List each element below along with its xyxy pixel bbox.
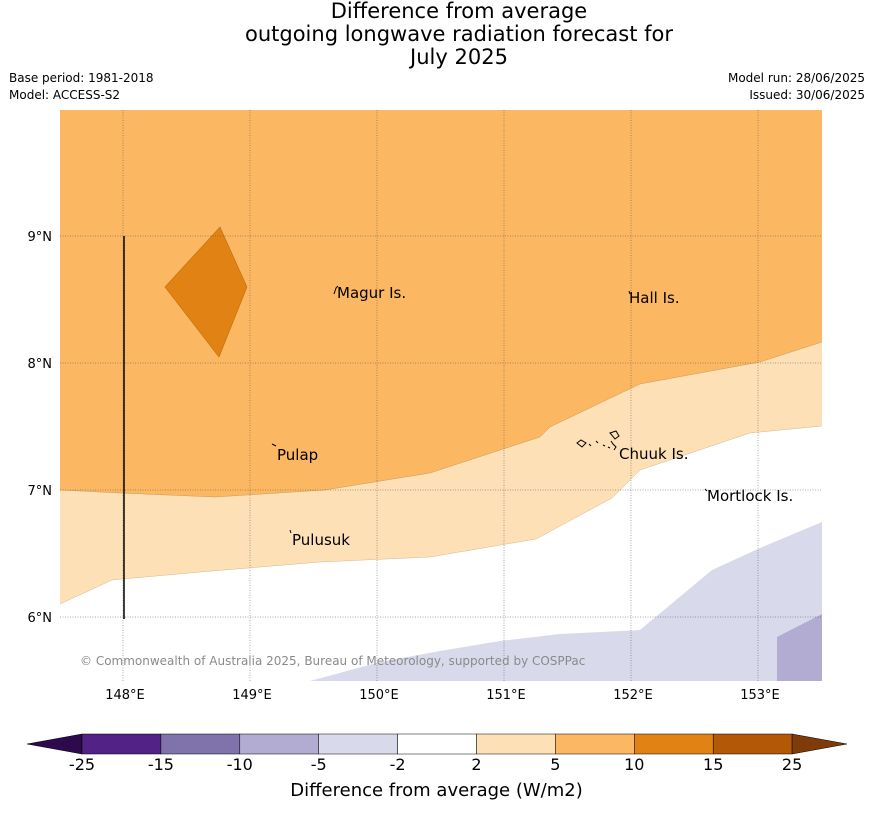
- colorbar-segment: [555, 733, 635, 755]
- lat-tick-label: 6°N: [28, 611, 53, 626]
- place-label-pulap: Pulap: [277, 446, 318, 464]
- contour-line: [60, 425, 822, 605]
- meta-right: Model run: 28/06/2025 Issued: 30/06/2025: [728, 70, 865, 104]
- place-label-hall: Hall Is.: [629, 289, 680, 307]
- colorbar-min-extend: [26, 733, 83, 755]
- lat-tick-label: 9°N: [28, 230, 53, 245]
- colorbar-tick-label: 5: [550, 755, 561, 774]
- colorbar-tick-label: 15: [703, 755, 724, 774]
- pulusuk-island-shape: [289, 529, 292, 534]
- lon-tick-label: 148°E: [105, 688, 145, 703]
- colorbar-tick-label: -10: [226, 755, 253, 774]
- lon-tick-label: 149°E: [232, 688, 272, 703]
- title-line-1: Difference from average: [330, 0, 588, 23]
- anomaly-minus5-minus10-region: [777, 614, 822, 681]
- place-label-magur: Magur Is.: [337, 284, 406, 302]
- lat-tick-label: 7°N: [28, 484, 53, 499]
- colorbar-tick-label: -2: [389, 755, 406, 774]
- lon-tick-label: 153°E: [740, 688, 780, 703]
- place-labels: Magur Is. Hall Is. Pulap Chuuk Is. Mortl…: [277, 284, 793, 549]
- chuuk-island-shape: [576, 430, 620, 451]
- pulap-island-shape: [271, 443, 277, 447]
- place-label-pulusuk: Pulusuk: [292, 531, 350, 549]
- anomaly-minus2-minus5-region: [310, 522, 822, 681]
- colorbar-segment: [318, 733, 398, 755]
- colorbar-segment: [239, 733, 319, 755]
- colorbar-tick-label: -5: [310, 755, 327, 774]
- copyright-text: © Commonwealth of Australia 2025, Bureau…: [80, 654, 585, 668]
- meta-left: Base period: 1981-2018 Model: ACCESS-S2: [9, 70, 154, 104]
- colorbar-segment: [476, 733, 556, 755]
- lon-tick-label: 151°E: [486, 688, 526, 703]
- colorbar-tick-label: 10: [624, 755, 645, 774]
- graticule: [60, 110, 822, 681]
- colorbar: [26, 733, 848, 755]
- mortlock-island-shape: [704, 488, 708, 492]
- map-area: [60, 110, 822, 681]
- anomaly-10-15-region: [164, 226, 248, 358]
- colorbar-segment: [81, 733, 162, 755]
- lat-tick-label: 8°N: [28, 357, 53, 372]
- map-title: Difference from average outgoing longwav…: [0, 0, 873, 69]
- place-label-chuuk: Chuuk Is.: [619, 445, 688, 463]
- base-period-text: Base period: 1981-2018: [9, 71, 154, 85]
- colorbar-tick-label: -15: [147, 755, 174, 774]
- colorbar-tick-label: -25: [68, 755, 96, 774]
- hall-island-shape: [628, 290, 631, 295]
- title-line-3: July 2025: [410, 45, 508, 69]
- place-label-mortlock: Mortlock Is.: [707, 487, 793, 505]
- colorbar-tick-label: 25: [781, 755, 803, 774]
- colorbar-segment: [634, 733, 714, 755]
- colorbar-segment: [397, 733, 477, 755]
- colorbar-segment: [712, 733, 793, 755]
- lon-tick-label: 152°E: [613, 688, 653, 703]
- contour-line: [60, 341, 822, 498]
- issued-text: Issued: 30/06/2025: [749, 88, 865, 102]
- colorbar-title: Difference from average (W/m2): [290, 780, 583, 801]
- title-line-2: outgoing longwave radiation forecast for: [244, 22, 674, 46]
- lon-tick-label: 150°E: [359, 688, 399, 703]
- colorbar-segment: [160, 733, 241, 755]
- model-run-text: Model run: 28/06/2025: [727, 71, 865, 85]
- latitude-tick-labels: 9°N 8°N 7°N 6°N: [28, 230, 53, 626]
- magur-island-shape: [333, 285, 339, 295]
- model-text: Model: ACCESS-S2: [9, 88, 121, 102]
- longitude-tick-labels: 148°E 149°E 150°E 151°E 152°E 153°E: [105, 688, 780, 703]
- colorbar-tick-label: 2: [471, 755, 482, 774]
- island-outlines: [271, 285, 708, 534]
- colorbar-max-extend: [791, 733, 848, 755]
